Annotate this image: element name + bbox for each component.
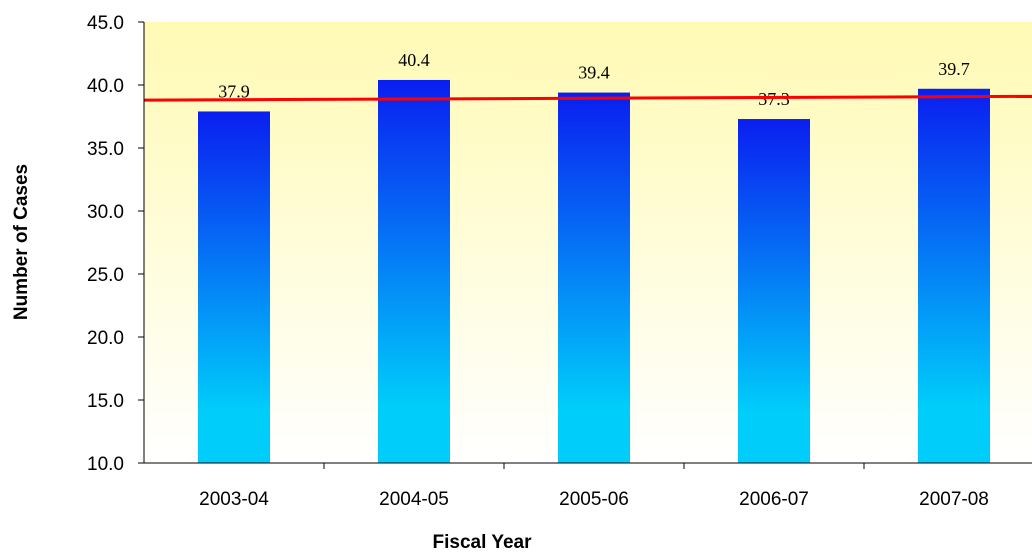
- axes-group: [138, 21, 1032, 469]
- data-label-2005-06: 39.4: [578, 63, 610, 83]
- bar-2006-07: [738, 119, 810, 464]
- y-tick-label-30.0: 30.0: [87, 202, 124, 223]
- bar-2005-06: [558, 92, 630, 463]
- y-tick-label-40.0: 40.0: [87, 76, 124, 97]
- data-labels-group: 37.9 40.4 39.4 37.3 39.7: [218, 50, 970, 109]
- data-label-2004-05: 40.4: [398, 50, 430, 70]
- x-tick-label-2004-05: 2004-05: [379, 489, 449, 510]
- y-tick-label-25.0: 25.0: [87, 265, 124, 286]
- bar-2003-04: [198, 111, 270, 464]
- y-tick-label-20.0: 20.0: [87, 328, 124, 349]
- bars-group: [198, 79, 990, 464]
- y-axis-title: Number of Cases: [11, 164, 32, 320]
- bar-2007-08: [918, 88, 990, 463]
- y-tick-label-10.0: 10.0: [87, 454, 124, 475]
- y-tick-label-45.0: 45.0: [87, 13, 124, 34]
- x-tick-label-2007-08: 2007-08: [919, 489, 989, 510]
- x-axis-title: Fiscal Year: [433, 532, 533, 553]
- bar-2004-05: [378, 79, 450, 464]
- y-tick-label-35.0: 35.0: [87, 139, 124, 160]
- trend-line: [143, 94, 1032, 102]
- x-tick-labels: 2003-04 2004-05 2005-06 2006-07 2007-08: [199, 489, 989, 510]
- data-label-2007-08: 39.7: [938, 59, 970, 79]
- x-tick-label-2006-07: 2006-07: [739, 489, 809, 510]
- y-tick-labels: 10.0 15.0 20.0 25.0 30.0 35.0 40.0 45.0: [87, 13, 124, 475]
- data-label-2006-07: 37.3: [758, 89, 790, 109]
- x-tick-label-2005-06: 2005-06: [559, 489, 629, 510]
- data-label-2003-04: 37.9: [218, 81, 250, 101]
- y-tick-label-15.0: 15.0: [87, 391, 124, 412]
- x-tick-label-2003-04: 2003-04: [199, 489, 269, 510]
